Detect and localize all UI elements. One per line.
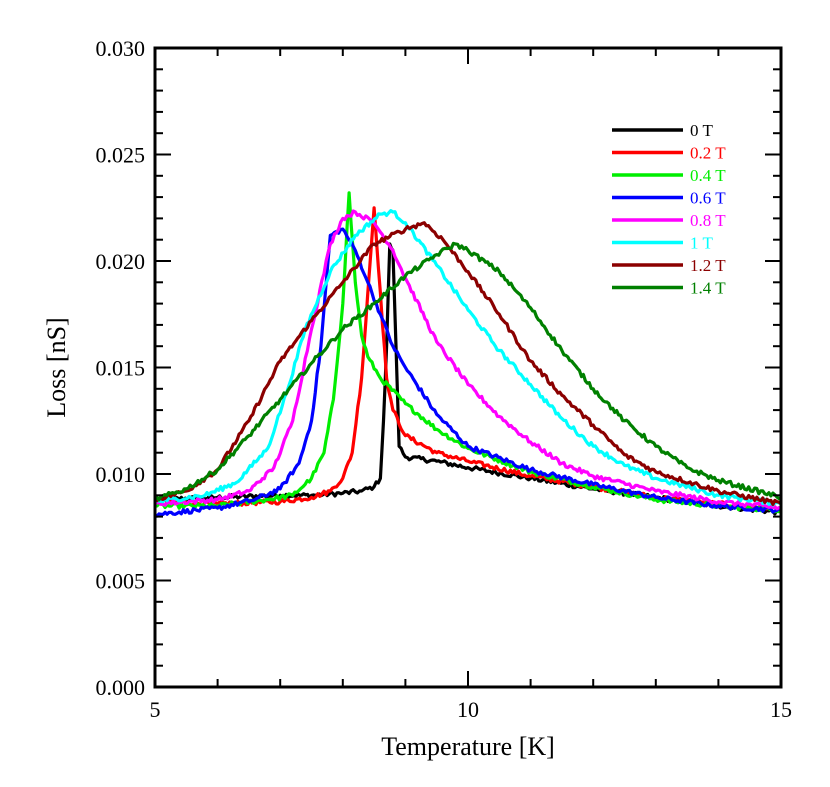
- plot-frame: [153, 46, 783, 689]
- legend-label: 1.4 T: [690, 279, 726, 298]
- series-line-0: [154, 242, 782, 516]
- series-line-1: [154, 206, 782, 512]
- y-axis-title: Loss [nS]: [42, 317, 71, 417]
- x-axis-title: Temperature [K]: [381, 732, 555, 761]
- y-tick-label: 0.030: [96, 36, 146, 61]
- legend-label: 0 T: [690, 121, 713, 140]
- x-tick-label: 15: [770, 697, 792, 722]
- axis-ticks: [154, 47, 782, 688]
- data-traces: [153, 191, 783, 518]
- y-tick-label: 0.010: [96, 462, 146, 487]
- series-line-5: [154, 209, 782, 507]
- legend-label: 0.2 T: [690, 144, 726, 163]
- series-line-4: [154, 209, 782, 511]
- legend-label: 0.4 T: [690, 166, 726, 185]
- y-tick-label: 0.020: [96, 249, 146, 274]
- legend: 0 T 0.2 T 0.4 T 0.6 T 0.8 T 1 T 1.2 T 1.4 T: [612, 121, 726, 298]
- series-line-2: [154, 191, 782, 514]
- legend-label: 1.2 T: [690, 256, 726, 275]
- axis-tick-labels: 5 10 15 0.000 0.005 0.010 0.015 0.020 0.025 0.030: [96, 36, 793, 722]
- y-tick-label: 0.000: [96, 675, 146, 700]
- legend-label: 0.8 T: [690, 211, 726, 230]
- y-tick-label: 0.025: [96, 143, 146, 168]
- legend-label: 1 T: [690, 234, 713, 253]
- series-line-6: [154, 221, 782, 506]
- x-tick-label: 5: [150, 697, 161, 722]
- y-tick-label: 0.005: [96, 569, 146, 594]
- series-line-3: [154, 227, 783, 518]
- series-line-7: [153, 241, 782, 502]
- y-tick-label: 0.015: [96, 356, 146, 381]
- legend-label: 0.6 T: [690, 189, 726, 208]
- x-tick-label: 10: [457, 697, 479, 722]
